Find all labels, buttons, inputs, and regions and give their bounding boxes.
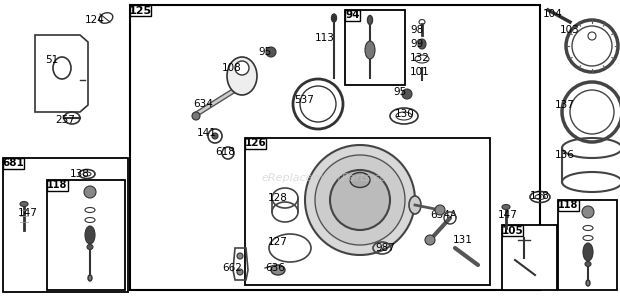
Text: 118: 118	[47, 181, 68, 190]
Circle shape	[212, 133, 218, 139]
Ellipse shape	[409, 196, 421, 214]
Bar	[3, 158, 24, 169]
Ellipse shape	[585, 262, 591, 266]
Bar	[3, 158, 128, 292]
Bar	[130, 5, 540, 290]
Bar	[345, 10, 360, 21]
Ellipse shape	[418, 39, 426, 49]
Bar	[245, 138, 265, 149]
Bar	[502, 225, 557, 290]
Circle shape	[237, 269, 243, 275]
Text: 662: 662	[222, 263, 242, 273]
Circle shape	[305, 145, 415, 255]
Text: 132: 132	[410, 53, 430, 63]
Ellipse shape	[227, 57, 257, 95]
Circle shape	[84, 186, 96, 198]
Text: 147: 147	[498, 210, 518, 220]
Text: 128: 128	[268, 193, 288, 203]
Text: 126: 126	[244, 139, 266, 148]
Text: 105: 105	[502, 226, 523, 235]
Text: 634A: 634A	[430, 210, 457, 220]
Text: eReplacementParts.com: eReplacementParts.com	[262, 173, 398, 183]
Ellipse shape	[332, 14, 337, 22]
Circle shape	[402, 89, 412, 99]
Text: 103: 103	[560, 25, 580, 35]
Text: 141: 141	[197, 128, 217, 138]
Bar	[558, 200, 578, 211]
Text: 681: 681	[2, 159, 24, 168]
Ellipse shape	[87, 244, 93, 249]
Ellipse shape	[235, 61, 249, 75]
Text: 118: 118	[558, 201, 578, 210]
Text: 125: 125	[129, 5, 152, 15]
Text: 104: 104	[543, 9, 563, 19]
Ellipse shape	[88, 275, 92, 281]
Text: 51: 51	[45, 55, 58, 65]
Text: 98: 98	[410, 25, 423, 35]
Text: 130: 130	[395, 109, 415, 119]
Ellipse shape	[368, 15, 373, 24]
Ellipse shape	[586, 280, 590, 286]
Text: 131: 131	[453, 235, 473, 245]
Text: 138: 138	[70, 169, 90, 179]
Ellipse shape	[583, 243, 593, 261]
Circle shape	[266, 47, 276, 57]
Text: 108: 108	[222, 63, 242, 73]
Ellipse shape	[365, 41, 375, 59]
Bar	[130, 5, 151, 16]
Text: 257: 257	[55, 115, 75, 125]
Text: 618: 618	[215, 147, 235, 157]
Text: 95: 95	[393, 87, 406, 97]
Text: 537: 537	[294, 95, 314, 105]
Text: 99: 99	[410, 39, 423, 49]
Circle shape	[330, 170, 390, 230]
Text: 634: 634	[193, 99, 213, 109]
Bar	[345, 10, 405, 85]
Text: 95: 95	[258, 47, 272, 57]
Text: 101: 101	[410, 67, 430, 77]
Circle shape	[237, 253, 243, 259]
Ellipse shape	[20, 201, 28, 207]
Text: 94: 94	[345, 10, 360, 21]
Ellipse shape	[502, 204, 510, 209]
Bar	[245, 138, 490, 285]
Bar	[47, 180, 125, 290]
Circle shape	[192, 112, 200, 120]
Text: 138: 138	[530, 191, 550, 201]
Circle shape	[425, 235, 435, 245]
Bar	[502, 225, 523, 236]
Ellipse shape	[85, 226, 95, 244]
Bar	[47, 180, 68, 191]
Text: 987: 987	[375, 243, 395, 253]
Text: 127: 127	[268, 237, 288, 247]
Text: 136: 136	[555, 150, 575, 160]
Ellipse shape	[271, 265, 285, 275]
Text: 137: 137	[555, 100, 575, 110]
Text: 636: 636	[265, 263, 285, 273]
Ellipse shape	[350, 173, 370, 187]
Circle shape	[315, 155, 405, 245]
Text: 113: 113	[315, 33, 335, 43]
Bar	[558, 200, 617, 290]
Circle shape	[435, 205, 445, 215]
Circle shape	[582, 206, 594, 218]
Text: 124: 124	[85, 15, 105, 25]
Text: 147: 147	[18, 208, 38, 218]
